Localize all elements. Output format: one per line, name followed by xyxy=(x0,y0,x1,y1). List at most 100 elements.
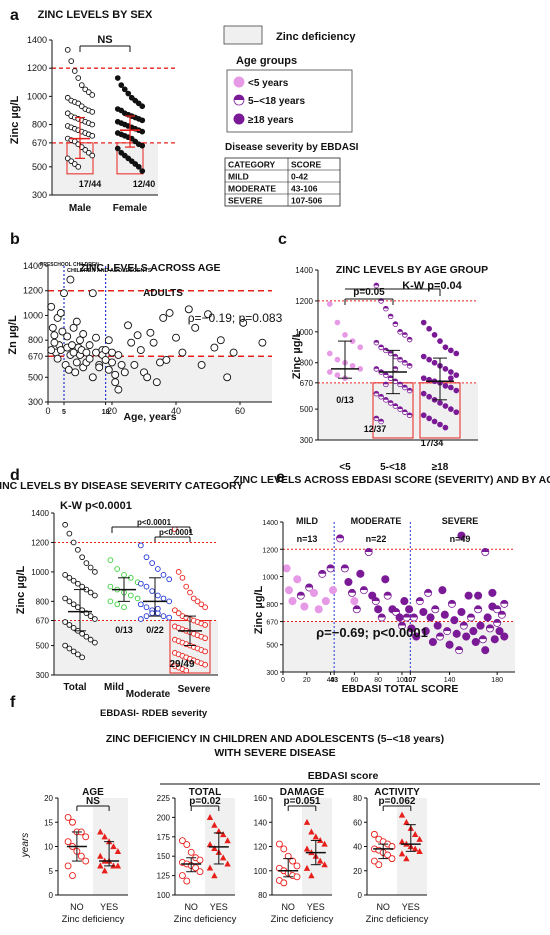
data-point-top xyxy=(474,605,482,610)
data-point xyxy=(296,591,305,600)
y-tick-label: 500 xyxy=(32,162,47,172)
data-point xyxy=(442,366,449,372)
data-point xyxy=(83,560,90,566)
data-point xyxy=(383,397,389,403)
y-tick-label: 300 xyxy=(266,670,278,677)
data-point xyxy=(139,168,146,174)
data-point xyxy=(183,667,190,674)
data-point xyxy=(426,325,432,332)
data-point xyxy=(442,424,449,431)
data-point xyxy=(79,554,85,561)
data-point xyxy=(206,864,214,871)
data-point xyxy=(352,605,361,614)
y-tick-label: 1000 xyxy=(27,91,47,101)
data-point xyxy=(448,347,454,354)
data-point xyxy=(378,418,384,425)
legend-age-label: 5–<18 years xyxy=(248,96,305,107)
ebdasi-table-header: CATEGORY xyxy=(228,160,276,170)
data-point-bottom xyxy=(353,609,361,613)
data-point xyxy=(127,338,136,347)
x-category-label: YES xyxy=(307,902,325,912)
data-point-outline xyxy=(373,282,380,289)
data-point xyxy=(154,566,161,572)
data-point xyxy=(488,588,497,597)
data-point-bottom xyxy=(448,603,456,608)
data-point-bottom xyxy=(378,617,386,622)
data-point xyxy=(114,847,122,854)
significance-label: p=0.051 xyxy=(284,796,321,807)
data-point xyxy=(114,145,121,152)
data-point-bottom xyxy=(410,617,418,622)
data-point xyxy=(431,605,440,614)
data-point-top xyxy=(297,592,305,596)
data-point xyxy=(79,654,85,661)
data-point xyxy=(114,862,122,869)
x-tick-label: 43 xyxy=(330,677,338,684)
data-point xyxy=(69,818,76,826)
significance-label: p<0.0001 xyxy=(159,528,194,537)
data-point xyxy=(471,637,480,647)
ebdasi-score-moderate: 43-106 xyxy=(291,184,318,194)
data-point xyxy=(70,648,77,655)
data-point xyxy=(378,393,384,400)
data-point-top xyxy=(493,605,501,610)
data-point xyxy=(88,373,97,382)
data-point xyxy=(229,348,238,357)
data-point xyxy=(239,318,248,327)
data-point-bottom xyxy=(416,601,424,605)
y-tick-label: 100 xyxy=(254,867,268,876)
ebdasi-table-header: SCORE xyxy=(291,160,322,170)
data-point xyxy=(192,864,200,872)
y-axis-label: Zinc µg/L xyxy=(15,565,27,614)
x-axis-label: Zinc deficiency xyxy=(271,914,334,925)
data-point-outline xyxy=(459,621,468,630)
data-point-outline xyxy=(397,356,403,363)
data-point xyxy=(406,387,413,394)
data-point xyxy=(92,592,98,599)
data-point xyxy=(166,614,173,621)
data-point xyxy=(202,648,208,655)
y-tick-label: 1000 xyxy=(31,568,49,577)
data-point xyxy=(377,613,386,622)
data-point xyxy=(78,82,85,88)
data-point xyxy=(426,393,432,400)
data-point-outline xyxy=(486,624,495,633)
y-tick-label: 1200 xyxy=(31,538,49,547)
y-tick-label: 60 xyxy=(353,818,362,827)
data-point xyxy=(483,613,492,622)
data-point xyxy=(75,651,81,658)
data-point xyxy=(481,548,490,557)
data-point xyxy=(107,557,114,563)
data-point xyxy=(114,566,121,572)
data-point xyxy=(134,595,141,602)
data-point xyxy=(474,591,483,600)
data-point xyxy=(412,845,419,852)
data-point xyxy=(82,833,90,841)
subplot-title: DAMAGE xyxy=(280,787,325,798)
data-point xyxy=(152,378,161,387)
data-point-outline xyxy=(402,384,408,391)
data-point xyxy=(405,605,414,614)
data-point-bottom xyxy=(479,639,487,643)
data-point xyxy=(66,645,73,652)
x-tick-label: 60 xyxy=(235,406,245,416)
deficiency-count: 12/40 xyxy=(133,179,156,189)
data-point-top xyxy=(460,622,468,626)
data-point-outline xyxy=(383,381,389,388)
panel-label-a: a xyxy=(10,7,19,24)
data-point-bottom xyxy=(460,625,468,630)
chart-title: ZINC LEVELS BY DISEASE SEVERITY CATEGORY xyxy=(0,480,243,492)
data-point-outline xyxy=(397,381,403,388)
data-point xyxy=(293,575,302,584)
data-point xyxy=(64,862,72,870)
data-point xyxy=(397,356,403,363)
data-point-outline xyxy=(352,605,361,614)
legend-age-ge18-symbol xyxy=(233,113,245,125)
data-point-top xyxy=(326,564,335,569)
data-point xyxy=(453,350,460,357)
data-point xyxy=(402,613,411,622)
data-point xyxy=(178,837,186,845)
kw-label: K-W p=0.04 xyxy=(402,280,462,292)
data-point xyxy=(56,346,65,355)
